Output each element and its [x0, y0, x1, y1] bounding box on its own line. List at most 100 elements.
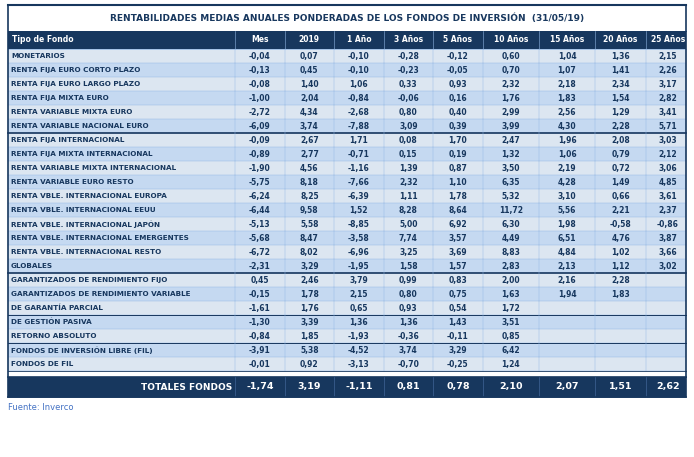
Text: 2019: 2019: [299, 36, 320, 44]
Text: RETORNO ABSOLUTO: RETORNO ABSOLUTO: [11, 333, 96, 339]
Text: 1,52: 1,52: [350, 206, 368, 214]
Bar: [8, 231, 686, 245]
Text: 1,83: 1,83: [611, 289, 630, 298]
Text: 3,02: 3,02: [659, 261, 677, 271]
Text: -5,13: -5,13: [249, 219, 271, 228]
Text: 2,99: 2,99: [502, 107, 520, 117]
Text: 6,35: 6,35: [502, 177, 520, 186]
Text: RENTABILIDADES MEDIAS ANUALES PONDERADAS DE LOS FONDOS DE INVERSIÓN  (31/05/19): RENTABILIDADES MEDIAS ANUALES PONDERADAS…: [110, 13, 584, 23]
Bar: [8, 217, 686, 231]
Text: 8,83: 8,83: [501, 248, 520, 256]
Text: 5 Años: 5 Años: [443, 36, 473, 44]
Text: 5,00: 5,00: [399, 219, 418, 228]
Bar: [8, 63, 686, 77]
Text: FONDOS DE FIL: FONDOS DE FIL: [11, 361, 74, 367]
Text: 5,56: 5,56: [558, 206, 576, 214]
Text: 0,81: 0,81: [396, 383, 420, 392]
Text: -0,36: -0,36: [398, 331, 419, 340]
Text: 3,39: 3,39: [300, 318, 319, 326]
Text: 3,25: 3,25: [399, 248, 418, 256]
Text: -6,09: -6,09: [249, 122, 271, 131]
Text: 0,93: 0,93: [399, 303, 418, 313]
Text: RENTA VARIABLE NACIONAL EURO: RENTA VARIABLE NACIONAL EURO: [11, 123, 149, 129]
Text: RENTA VBLE. INTERNACIONAL EUROPA: RENTA VBLE. INTERNACIONAL EUROPA: [11, 193, 167, 199]
Text: -0,70: -0,70: [398, 360, 419, 368]
Text: RENTA VBLE. INTERNACIONAL JAPÓN: RENTA VBLE. INTERNACIONAL JAPÓN: [11, 220, 160, 228]
Text: 2,47: 2,47: [501, 135, 520, 144]
Text: -1,93: -1,93: [348, 331, 370, 340]
Text: -2,72: -2,72: [249, 107, 271, 117]
Bar: [8, 203, 686, 217]
Text: 2,67: 2,67: [300, 135, 319, 144]
Text: 1,76: 1,76: [300, 303, 319, 313]
Text: 2,15: 2,15: [350, 289, 368, 298]
Text: 8,64: 8,64: [448, 206, 467, 214]
Text: 3,09: 3,09: [399, 122, 418, 131]
Bar: [8, 119, 686, 133]
Text: -6,96: -6,96: [348, 248, 370, 256]
Text: -4,52: -4,52: [348, 345, 370, 355]
Text: -0,58: -0,58: [610, 219, 632, 228]
Text: 6,42: 6,42: [502, 345, 520, 355]
Text: 6,30: 6,30: [502, 219, 520, 228]
Text: 1,70: 1,70: [448, 135, 467, 144]
Text: -6,24: -6,24: [249, 191, 271, 201]
Text: 2,13: 2,13: [558, 261, 576, 271]
Bar: [8, 105, 686, 119]
Text: 2,46: 2,46: [300, 276, 319, 285]
Text: RENTA FIJA MIXTA EURO: RENTA FIJA MIXTA EURO: [11, 95, 109, 101]
Text: 2,19: 2,19: [558, 164, 576, 172]
Bar: [8, 77, 686, 91]
Text: 0,19: 0,19: [448, 149, 467, 159]
Text: 2,12: 2,12: [659, 149, 677, 159]
Bar: [8, 315, 686, 329]
Text: 2,16: 2,16: [558, 276, 576, 285]
Text: 11,72: 11,72: [499, 206, 523, 214]
Text: -0,13: -0,13: [249, 65, 271, 74]
Text: 2,77: 2,77: [300, 149, 319, 159]
Text: 1,85: 1,85: [300, 331, 319, 340]
Text: 25 Años: 25 Años: [651, 36, 685, 44]
Text: -1,95: -1,95: [348, 261, 370, 271]
Text: 3,06: 3,06: [659, 164, 677, 172]
Text: 1,06: 1,06: [350, 80, 369, 89]
Text: DE GESTIÓN PASIVA: DE GESTIÓN PASIVA: [11, 319, 92, 325]
Bar: [8, 329, 686, 343]
Text: -1,30: -1,30: [249, 318, 271, 326]
Text: 20 Años: 20 Años: [603, 36, 638, 44]
Text: 2,15: 2,15: [659, 52, 677, 60]
Text: 5,38: 5,38: [300, 345, 319, 355]
Text: 2,83: 2,83: [501, 261, 520, 271]
Text: 1,49: 1,49: [611, 177, 630, 186]
Bar: [8, 5, 686, 31]
Bar: [8, 161, 686, 175]
Text: 2,10: 2,10: [499, 383, 523, 392]
Text: 3,51: 3,51: [502, 318, 520, 326]
Text: -1,00: -1,00: [249, 94, 271, 102]
Text: 0,72: 0,72: [611, 164, 630, 172]
Text: 3 Años: 3 Años: [393, 36, 423, 44]
Text: -1,61: -1,61: [249, 303, 271, 313]
Text: 1,39: 1,39: [399, 164, 418, 172]
Text: -2,68: -2,68: [348, 107, 370, 117]
Text: 5,58: 5,58: [300, 219, 319, 228]
Text: GLOBALES: GLOBALES: [11, 263, 53, 269]
Text: Tipo de Fondo: Tipo de Fondo: [12, 36, 74, 44]
Text: 3,61: 3,61: [659, 191, 677, 201]
Bar: [8, 301, 686, 315]
Text: -0,11: -0,11: [447, 331, 468, 340]
Text: -5,68: -5,68: [249, 234, 271, 243]
Text: 0,80: 0,80: [399, 289, 418, 298]
Text: 0,79: 0,79: [611, 149, 630, 159]
Text: 0,07: 0,07: [300, 52, 319, 60]
Text: 3,69: 3,69: [448, 248, 467, 256]
Text: -5,75: -5,75: [249, 177, 271, 186]
Text: 0,85: 0,85: [502, 331, 520, 340]
Bar: [8, 133, 686, 147]
Text: 4,85: 4,85: [659, 177, 677, 186]
Text: 2,62: 2,62: [657, 383, 680, 392]
Text: RENTA VBLE. INTERNACIONAL RESTO: RENTA VBLE. INTERNACIONAL RESTO: [11, 249, 161, 255]
Text: 3,87: 3,87: [659, 234, 677, 243]
Text: 1,58: 1,58: [399, 261, 418, 271]
Bar: [8, 287, 686, 301]
